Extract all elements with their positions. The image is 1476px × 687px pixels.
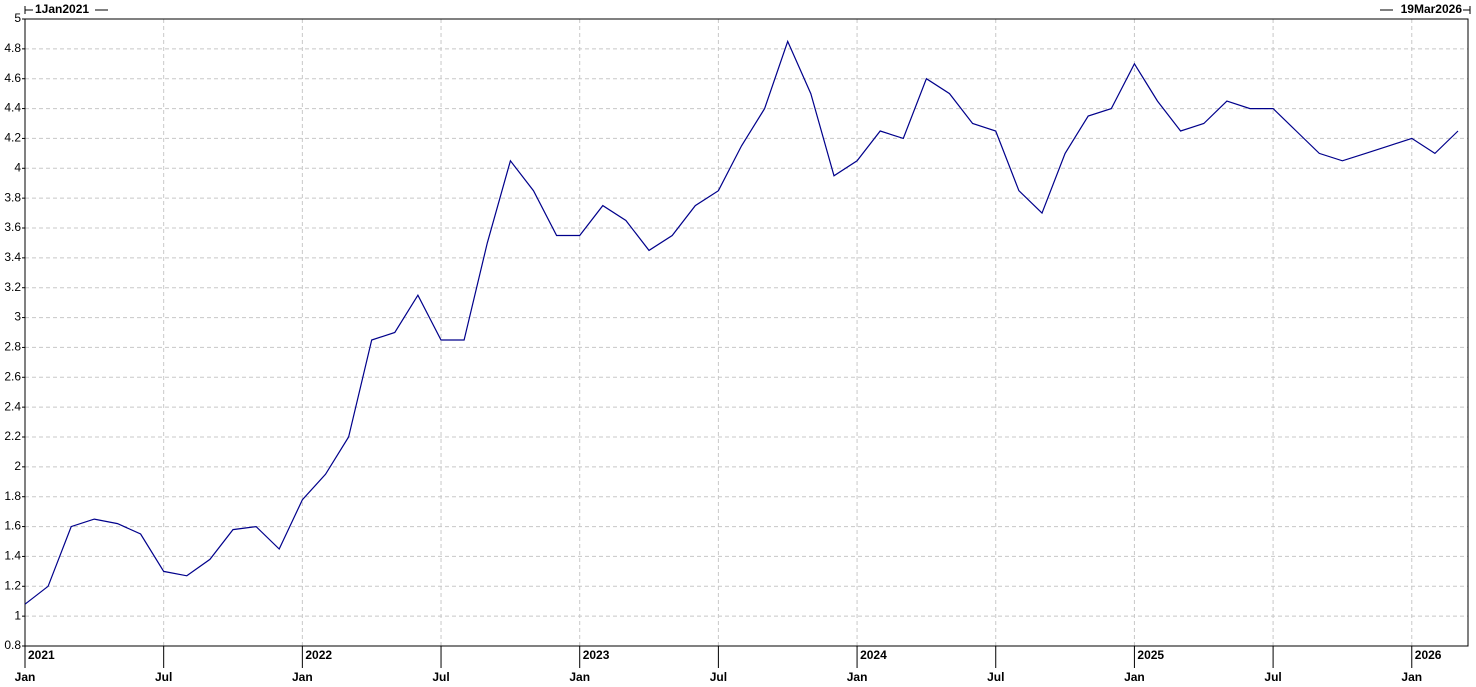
y-tick-label: 4.4 xyxy=(4,101,21,115)
year-label: 2025 xyxy=(1137,648,1164,662)
y-tick-label: 3.8 xyxy=(4,190,21,204)
y-tick-label: 3.4 xyxy=(4,250,21,264)
y-tick-label: 1.2 xyxy=(4,578,21,592)
year-label: 2026 xyxy=(1415,648,1442,662)
y-tick-label: 3.6 xyxy=(4,220,21,234)
y-tick-label: 1.6 xyxy=(4,519,21,533)
y-tick-label: 3 xyxy=(14,310,21,324)
y-tick-label: 1 xyxy=(14,608,21,622)
y-tick-label: 0.8 xyxy=(4,638,21,652)
y-tick-label: 5 xyxy=(14,11,21,25)
range-start: 1Jan2021 xyxy=(35,2,89,16)
y-tick-label: 1.4 xyxy=(4,549,21,563)
year-label: 2022 xyxy=(305,648,332,662)
y-tick-label: 4.2 xyxy=(4,131,21,145)
year-label: 2021 xyxy=(28,648,55,662)
y-tick-label: 1.8 xyxy=(4,489,21,503)
x-tick-label: Jan xyxy=(569,670,590,684)
y-tick-label: 4.6 xyxy=(4,71,21,85)
plot-frame xyxy=(24,18,1469,647)
year-label: 2024 xyxy=(860,648,887,662)
x-tick-label: Jan xyxy=(1124,670,1145,684)
x-tick-label: Jul xyxy=(155,670,172,684)
x-tick-label: Jan xyxy=(1401,670,1422,684)
x-tick-label: Jul xyxy=(987,670,1004,684)
x-tick-label: Jan xyxy=(292,670,313,684)
x-tick-label: Jan xyxy=(847,670,868,684)
y-tick-label: 2.6 xyxy=(4,369,21,383)
range-end: 19Mar2026 xyxy=(1401,2,1463,16)
x-tick-label: Jul xyxy=(432,670,449,684)
x-tick-label: Jan xyxy=(15,670,36,684)
line xyxy=(24,39,1459,605)
y-tick-label: 2.4 xyxy=(4,399,21,413)
y-tick-label: 2.2 xyxy=(4,429,21,443)
x-tick-label: Jul xyxy=(1264,670,1281,684)
x-tick-label: Jul xyxy=(710,670,727,684)
y-tick-label: 3.2 xyxy=(4,280,21,294)
year-label: 2023 xyxy=(583,648,610,662)
y-tick-label: 4 xyxy=(14,160,21,174)
y-tick-label: 2.8 xyxy=(4,340,21,354)
y-tick-label: 2 xyxy=(14,459,21,473)
grid xyxy=(24,18,1468,647)
y-tick-label: 4.8 xyxy=(4,41,21,55)
